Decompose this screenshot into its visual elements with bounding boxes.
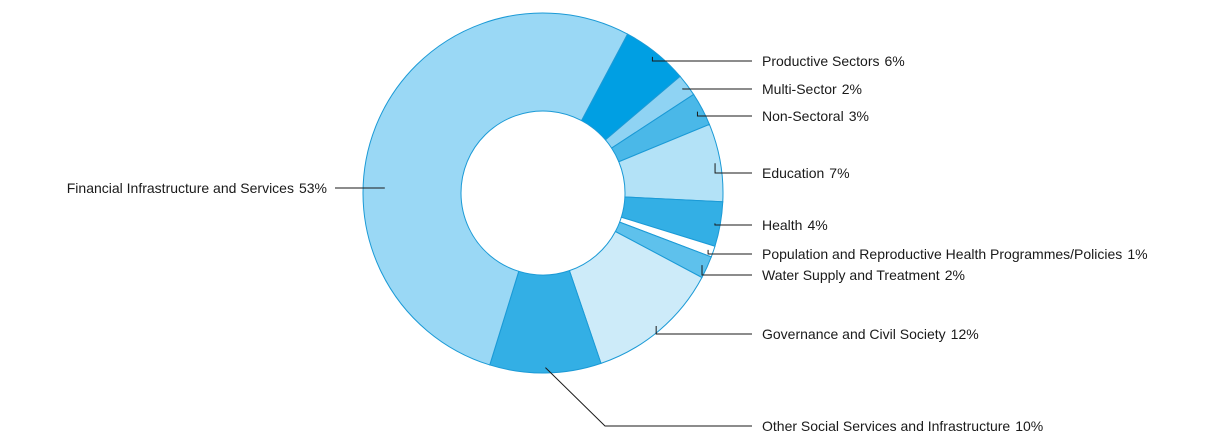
slice-label-name: Governance and Civil Society [762, 326, 946, 342]
slice-label: Population and Reproductive Health Progr… [762, 246, 1148, 262]
slice-label-name: Productive Sectors [762, 53, 880, 69]
slice-label-value: 2% [842, 81, 862, 97]
slice-label-value: 2% [945, 267, 965, 283]
slice-label-name: Non-Sectoral [762, 108, 844, 124]
slice-label-value: 7% [829, 165, 849, 181]
leader-line [545, 367, 752, 427]
slice-label: Non-Sectoral 3% [762, 108, 869, 124]
leader-line [707, 249, 752, 255]
slice-label-value: 4% [807, 217, 827, 233]
slice-label: Health 4% [762, 217, 828, 233]
slice-label-name: Population and Reproductive Health Progr… [762, 246, 1122, 262]
slice-label-name: Financial Infrastructure and Services [67, 180, 294, 196]
leader-line [655, 325, 752, 335]
slice-label-value: 1% [1127, 246, 1147, 262]
slice-label-value: 10% [1015, 418, 1043, 432]
leader-line [701, 265, 752, 276]
donut-slices [362, 12, 724, 374]
slice-financial-infrastructure-and-services [362, 12, 629, 366]
slice-label-value: 6% [885, 53, 905, 69]
leader-line [714, 163, 752, 174]
slice-label: Other Social Services and Infrastructure… [762, 418, 1043, 432]
leader-lines [335, 56, 752, 427]
slice-label-name: Other Social Services and Infrastructure [762, 418, 1010, 432]
slice-label: Financial Infrastructure and Services 53% [67, 180, 327, 196]
leader-line [714, 223, 752, 226]
leader-line [696, 111, 752, 117]
slice-label: Education 7% [762, 165, 850, 181]
slice-label: Multi-Sector 2% [762, 81, 862, 97]
slice-labels: Productive Sectors 6% Multi-Sector 2% Non-Se… [67, 53, 1148, 432]
slice-label-value: 3% [849, 108, 869, 124]
slice-label-name: Water Supply and Treatment [762, 267, 940, 283]
slice-label: Water Supply and Treatment 2% [762, 267, 965, 283]
slice-label-value: 12% [951, 326, 979, 342]
slice-label-name: Multi-Sector [762, 81, 837, 97]
leader-line [651, 56, 752, 62]
leader-line [682, 88, 752, 90]
slice-label: Governance and Civil Society 12% [762, 326, 979, 342]
slice-label-name: Education [762, 165, 824, 181]
slice-label-name: Health [762, 217, 802, 233]
slice-label: Productive Sectors 6% [762, 53, 905, 69]
slice-label-value: 53% [299, 180, 327, 196]
